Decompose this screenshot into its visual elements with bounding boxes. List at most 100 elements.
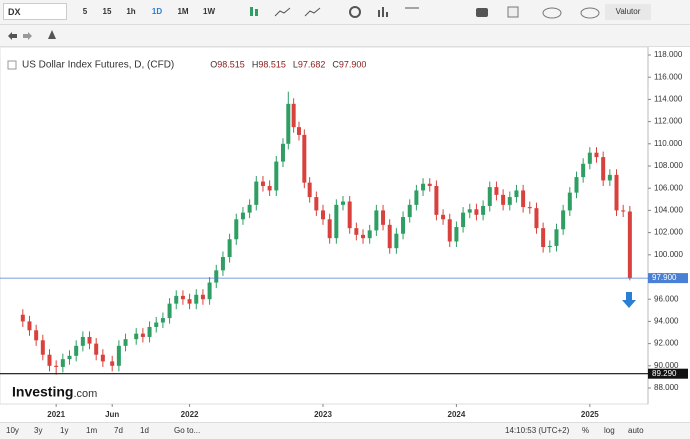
y-tick-label: 108.000 [654,161,683,170]
candle-body [401,217,406,234]
legend-value: 97.900 [339,59,367,69]
interval-button[interactable]: 1D [151,7,163,16]
x-tick-label: 2023 [314,410,332,419]
range-button[interactable]: 7d [114,426,123,435]
candle-icon[interactable] [255,9,258,16]
candle-body [467,209,472,213]
candle-body [194,294,199,304]
candle-body [494,187,499,195]
candle-body [354,228,359,235]
candle-body [427,183,432,186]
interval-button[interactable]: 5 [82,7,88,16]
candle-body [394,233,399,249]
indicator-icon[interactable] [386,12,388,17]
candle-body [214,270,219,283]
line-icon[interactable] [304,7,321,17]
goto-button[interactable]: Go to... [174,426,201,435]
camera-icon[interactable] [476,8,488,17]
symbol-input[interactable]: DX [3,3,67,20]
range-button[interactable]: 10y [6,426,19,435]
collapse-icon[interactable] [7,60,17,70]
candle-body [361,234,366,239]
alert-icon[interactable] [48,30,56,39]
account-button[interactable]: Valutor [605,4,651,20]
area-icon[interactable] [274,7,291,17]
legend-label: C [332,59,339,69]
plot-area [0,47,649,405]
interval-button[interactable]: 1W [203,7,215,16]
legend-label: H [252,59,259,69]
candle-body [60,359,65,367]
indicator-icon[interactable] [378,10,380,17]
candle-body [387,224,392,249]
candle-body [110,361,115,366]
undo-icon[interactable] [8,32,17,40]
candle-body [601,157,606,181]
candle-body [581,163,586,178]
candle-body [381,210,386,225]
price-tag [648,273,688,284]
tool-icons [250,6,600,19]
candle-body [180,295,185,300]
candle-body [587,152,592,164]
interval-button[interactable]: 1M [177,7,189,16]
range-button[interactable]: 1d [140,426,149,435]
cloud-load-icon[interactable] [542,7,562,19]
candle-body [461,212,466,228]
legend-value: 97.682 [298,59,326,69]
indicator-icon[interactable] [382,7,384,17]
y-tick-label: 106.000 [654,183,683,192]
candle-body [614,174,619,211]
candle-body [334,204,339,239]
y-tick-label: 100.000 [654,250,683,259]
settings-icon[interactable] [349,6,361,18]
candle-body [474,209,479,215]
candle-body [514,190,519,198]
candle-icon[interactable] [250,7,253,16]
scale-option[interactable]: log [604,426,615,435]
candle-body [607,174,612,181]
candle-body [286,103,291,144]
candle-body [220,257,225,271]
interval-button[interactable]: 15 [102,7,112,16]
candle-body [534,208,539,229]
redo-icon[interactable] [23,32,32,40]
x-tick-label: 2022 [181,410,199,419]
second-toolbar [0,25,690,47]
candle-body [234,219,239,240]
logo-suffix: .com [73,388,97,400]
candle-body [327,219,332,239]
scale-option[interactable]: auto [628,426,644,435]
chart-title: US Dollar Index Futures, D, (CFD) [22,60,174,71]
template-icon[interactable] [507,6,519,18]
range-button[interactable]: 3y [34,426,43,435]
candle-body [260,181,265,186]
interval-button[interactable]: 1h [126,7,136,16]
y-tick-label: 114.000 [654,95,683,104]
x-tick-label: 2024 [448,410,466,419]
candle-body [20,314,25,322]
candle-body [27,321,32,331]
candle-body [627,211,632,279]
candle-body [74,345,79,356]
y-tick-label: 112.000 [654,117,683,126]
x-tick-label: 2021 [47,410,65,419]
candle-body [547,245,552,248]
scale-option[interactable]: % [582,426,590,435]
candle-body [254,181,259,205]
chart: 88.00090.00092.00094.00096.00098.000100.… [0,47,688,419]
candle-body [187,299,192,304]
candle-body [441,214,446,220]
candle-body [154,322,159,327]
candle-body [541,228,546,248]
candle-body [561,210,566,230]
price-tag-label: 97.900 [652,273,677,282]
y-tick-label: 102.000 [654,228,683,237]
candle-body [47,354,52,366]
cloud-save-icon[interactable] [580,7,600,19]
candle-body [594,152,599,158]
candle-body [296,127,301,135]
candle-body [227,239,232,258]
range-button[interactable]: 1y [60,426,69,435]
range-button[interactable]: 1m [86,426,98,435]
